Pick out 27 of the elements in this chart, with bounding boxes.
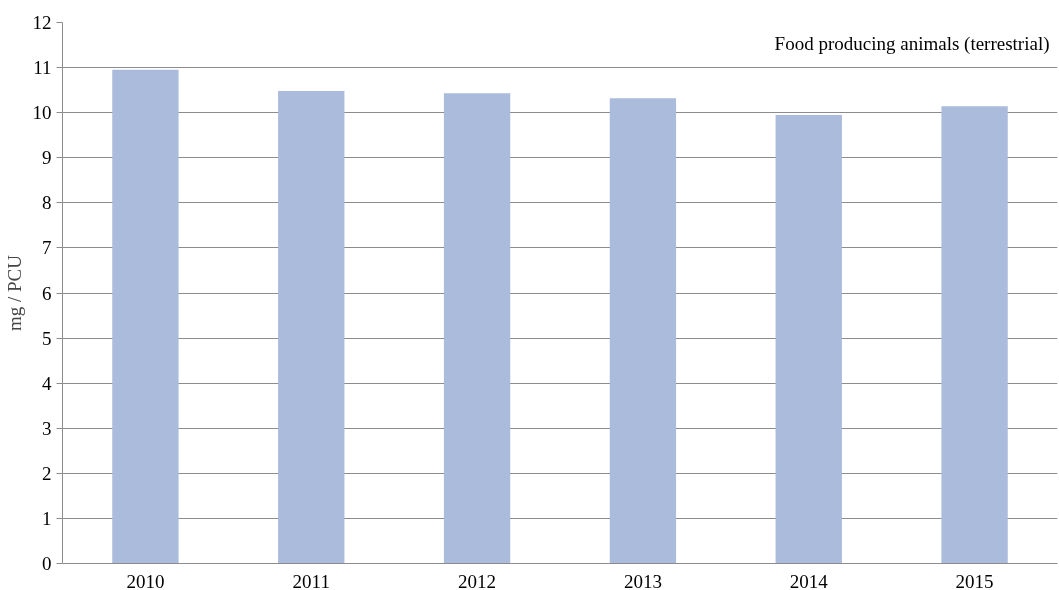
x-tick-label: 2013 [623, 570, 662, 590]
y-tick-label: 2 [42, 462, 52, 484]
bar [112, 69, 179, 564]
y-tick-label: 8 [42, 192, 52, 214]
bar [443, 93, 511, 564]
y-tick-label: 3 [42, 417, 52, 439]
annotation: Food producing animals (terrestrial) [774, 32, 1050, 55]
x-tick-label: 2010 [126, 570, 165, 590]
bar [941, 106, 1008, 564]
y-tick-label: 9 [42, 147, 52, 169]
y-tick-label: 6 [42, 282, 52, 304]
y-tick-label: 4 [42, 372, 52, 394]
y-tick-label: 0 [42, 553, 52, 574]
y-tick-label: 5 [42, 327, 52, 349]
bar [609, 98, 677, 564]
bar [278, 91, 345, 564]
y-tick-label: 7 [42, 237, 52, 259]
y-tick-label: 1 [42, 507, 52, 529]
x-tick-label: 2015 [955, 570, 994, 590]
y-tick-label: 10 [32, 102, 52, 124]
y-tick-label: 11 [33, 57, 52, 79]
x-tick-label: 2011 [292, 570, 330, 590]
bar [775, 114, 842, 564]
x-tick-label: 2014 [789, 570, 829, 590]
x-tick-label: 2012 [458, 570, 497, 590]
y-tick-label: 12 [32, 12, 52, 33]
y-axis-title: mg / PCU [3, 254, 25, 332]
